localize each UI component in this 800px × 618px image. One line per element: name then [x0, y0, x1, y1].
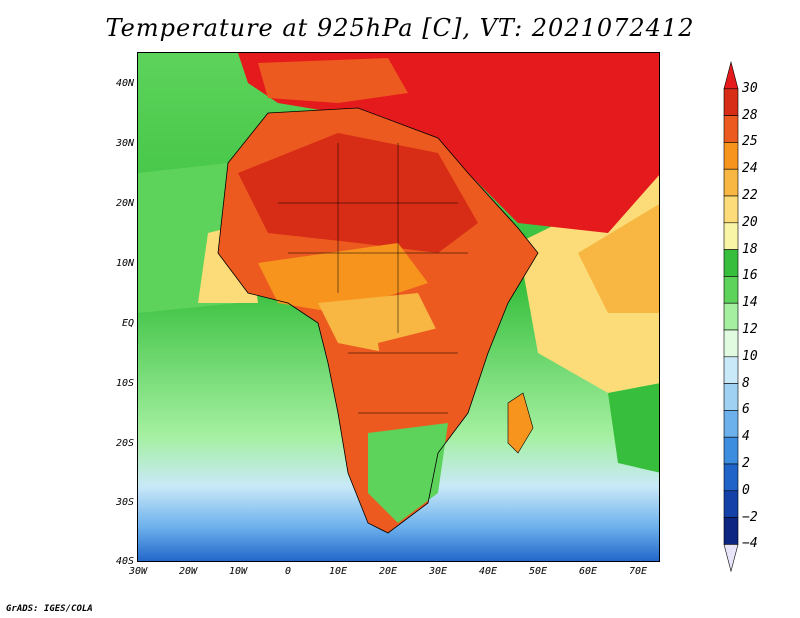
colorbar-box — [723, 490, 739, 518]
lat-label: EQ — [121, 318, 134, 329]
colorbar-bottom-arrow — [723, 544, 739, 573]
lat-label: 30N — [115, 138, 134, 149]
colorbar-label: 28 — [742, 107, 758, 123]
lat-label: 40N — [115, 78, 134, 89]
colorbar-box — [723, 222, 739, 250]
colorbar-label: 30 — [742, 80, 758, 96]
colorbar-label: 24 — [742, 161, 758, 177]
lat-label: 20S — [115, 438, 134, 449]
temperature-map — [137, 52, 660, 562]
colorbar-top-arrow — [723, 60, 739, 90]
colorbar-box — [723, 88, 739, 116]
colorbar-label: 0 — [742, 482, 750, 498]
colorbar-box — [723, 115, 739, 143]
east-central-africa-region — [378, 323, 478, 433]
africa-coastline — [217, 107, 539, 534]
colorbar-box — [723, 383, 739, 411]
lat-label: 30S — [115, 497, 134, 508]
colorbar-box — [723, 463, 739, 492]
colorbar-box — [723, 436, 739, 465]
lat-label: 20N — [115, 198, 134, 209]
mediterranean-region — [258, 58, 408, 103]
lat-label: 40S — [115, 556, 134, 567]
lon-label: 30W — [128, 566, 148, 577]
colorbar-box — [723, 142, 739, 170]
lon-label: 50E — [528, 566, 548, 577]
colorbar-box — [723, 168, 739, 197]
lon-label: 10W — [228, 566, 248, 577]
lat-label: 10N — [115, 258, 134, 269]
south-indian-ocean-region — [608, 383, 659, 473]
lon-label: 20W — [178, 566, 198, 577]
lon-label: 10E — [328, 566, 348, 577]
arabian-sea-warm-region — [578, 204, 659, 313]
lat-label: 10S — [115, 378, 134, 389]
sahara-hot-core — [238, 133, 478, 253]
colorbar-box — [723, 302, 739, 331]
colorbar-label: 18 — [742, 241, 758, 257]
colorbar-box — [723, 249, 739, 277]
colorbar-label: 10 — [742, 348, 758, 364]
lon-label: 70E — [628, 566, 648, 577]
colorbar-label: 16 — [742, 268, 758, 284]
colorbar-label: 14 — [742, 295, 758, 311]
colorbar-label: 8 — [742, 375, 750, 391]
southern-africa-region — [368, 423, 448, 523]
colorbar-box — [723, 276, 739, 304]
colorbar-label: 12 — [742, 322, 758, 337]
colorbar-box — [723, 410, 739, 438]
colorbar-label: 25 — [742, 134, 758, 150]
colorbar-label: −2 — [742, 509, 758, 525]
colorbar-box — [723, 356, 739, 384]
lon-label: 40E — [478, 566, 498, 577]
colorbar-label: 6 — [742, 402, 750, 418]
colorbar-label: 22 — [742, 188, 758, 203]
chart-title: Temperature at 925hPa [C], VT: 202107241… — [105, 14, 695, 42]
colorbar-label: 2 — [742, 456, 750, 471]
colorbar-label: 4 — [742, 429, 750, 445]
map-canvas — [138, 53, 659, 561]
lon-label: 60E — [578, 566, 598, 577]
colorbar-label: 20 — [742, 214, 758, 230]
lon-label: 30E — [428, 566, 448, 577]
credit-text: GrADS: IGES/COLA — [6, 604, 93, 614]
colorbar-label: −4 — [742, 536, 758, 552]
sahel-region — [258, 243, 428, 313]
country-borders — [278, 143, 468, 414]
madagascar — [507, 392, 534, 454]
colorbar-box — [723, 195, 739, 224]
lon-label: 20E — [378, 566, 398, 577]
colorbar-box — [723, 517, 739, 545]
lon-label: 0 — [284, 566, 292, 577]
colorbar-box — [723, 329, 739, 358]
